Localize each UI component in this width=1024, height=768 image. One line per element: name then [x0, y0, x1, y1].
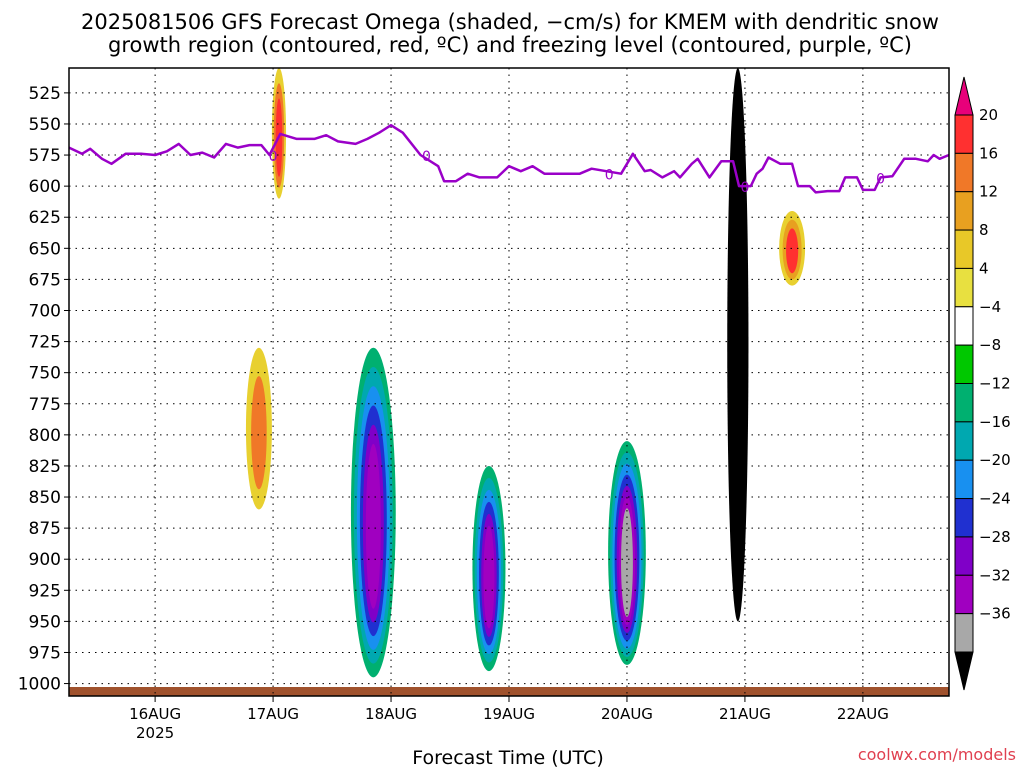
y-tick-label-725: 725 [29, 333, 61, 353]
omega-region-0-level-5 [483, 525, 495, 629]
colorbar-label-11: −28 [979, 528, 1011, 546]
y-tick-label-925: 925 [29, 581, 61, 601]
ground-strip [69, 687, 949, 696]
credit-link[interactable]: coolwx.com/models [858, 745, 1016, 764]
colorbar-label-0: 20 [979, 106, 998, 124]
x-tick-label-0: 16AUG [129, 705, 181, 723]
colorbar-segment-5 [954, 267, 974, 308]
colorbar-label-6: −8 [979, 336, 1001, 354]
terrain-ground [69, 687, 949, 696]
y-tick-label-975: 975 [29, 643, 61, 663]
colorbar-label-8: −16 [979, 413, 1011, 431]
omega-region-5-level-1 [251, 376, 267, 490]
y-tick-label-775: 775 [29, 395, 61, 415]
colorbar-label-4: 4 [979, 259, 989, 277]
y-tick-label-525: 525 [29, 84, 61, 104]
omega-region-3-level-0 [727, 68, 749, 622]
colorbar-segment-13 [954, 574, 974, 615]
y-tick-label-1000: 1000 [18, 675, 61, 695]
colorbar-label-9: −20 [979, 451, 1011, 469]
y-axis-ticks: 525 550 575 600 625 650 675 700 725 750 775 800 825 8… [18, 84, 69, 695]
colorbar-segment-11 [954, 498, 974, 538]
colorbar-segment-7 [954, 344, 974, 384]
chart-title-line-1: 2025081506 GFS Forecast Omega (shaded, −… [81, 10, 939, 34]
colorbar: 20 16 12 8 4 −4 −8 −12 −16 −20 −24 −28 −32 −36 [954, 76, 1011, 691]
colorbar-label-5: −4 [979, 298, 1001, 316]
x-tick-label-3: 19AUG [483, 705, 535, 723]
colorbar-label-10: −24 [979, 490, 1011, 508]
y-tick-label-575: 575 [29, 146, 61, 166]
colorbar-segment-1 [954, 114, 974, 154]
y-tick-label-800: 800 [29, 426, 61, 446]
colorbar-segment-14 [954, 613, 974, 653]
colorbar-label-3: 8 [979, 221, 989, 239]
series-contour-label-2: 0 [605, 168, 614, 184]
colorbar-label-1: 16 [979, 144, 998, 162]
chart-title-line-2: growth region (contoured, red, ºC) and f… [108, 33, 912, 57]
series-contour-label-3: 0 [740, 180, 749, 196]
series-line-0 [68, 123, 950, 194]
x-axis-label: Forecast Time (UTC) [412, 747, 603, 768]
omega-region-2-level-5 [365, 443, 381, 609]
y-tick-label-950: 950 [29, 612, 61, 632]
plot-area: 0 0 0 0 0 [68, 67, 950, 697]
x-tick-label-2: 18AUG [365, 705, 417, 723]
colorbar-segment-6 [954, 306, 974, 346]
omega-shading [245, 67, 806, 678]
colorbar-top-tip [954, 76, 974, 116]
y-tick-label-675: 675 [29, 270, 61, 290]
colorbar-label-2: 12 [979, 183, 998, 201]
colorbar-segment-9 [954, 421, 974, 461]
colorbar-label-13: −36 [979, 605, 1011, 623]
y-tick-label-600: 600 [29, 177, 61, 197]
colorbar-segment-4 [954, 229, 974, 269]
omega-region-6-level-2 [786, 228, 799, 274]
x-tick-label-4: 20AUG [601, 705, 653, 723]
freezing-level-series: 0 0 0 0 0 [68, 123, 950, 196]
colorbar-bottom-tip [954, 651, 974, 691]
colorbar-label-12: −32 [979, 566, 1011, 584]
x-tick-label-1: 17AUG [247, 705, 299, 723]
colorbar-segment-10 [954, 459, 974, 500]
y-tick-label-650: 650 [29, 239, 61, 259]
series-contour-label-4: 0 [876, 171, 885, 187]
y-tick-label-900: 900 [29, 550, 61, 570]
y-tick-label-700: 700 [29, 301, 61, 321]
colorbar-segment-3 [954, 191, 974, 231]
colorbar-segment-2 [954, 152, 974, 193]
series-contour-label-1: 0 [422, 149, 431, 165]
y-tick-label-850: 850 [29, 488, 61, 508]
y-tick-label-550: 550 [29, 115, 61, 135]
y-tick-label-625: 625 [29, 208, 61, 228]
y-tick-label-825: 825 [29, 457, 61, 477]
colorbar-segment-12 [954, 536, 974, 576]
x-tick-label-6: 22AUG [837, 705, 889, 723]
x-tick-label-5: 21AUG [719, 705, 771, 723]
grid-lines [69, 68, 949, 696]
series-contour-label-0: 0 [269, 149, 278, 165]
y-tick-label-875: 875 [29, 519, 61, 539]
colorbar-segment-8 [954, 383, 974, 423]
colorbar-label-7: −12 [979, 375, 1011, 393]
y-tick-label-750: 750 [29, 364, 61, 384]
x-tick-sublabel-0: 2025 [136, 724, 174, 742]
